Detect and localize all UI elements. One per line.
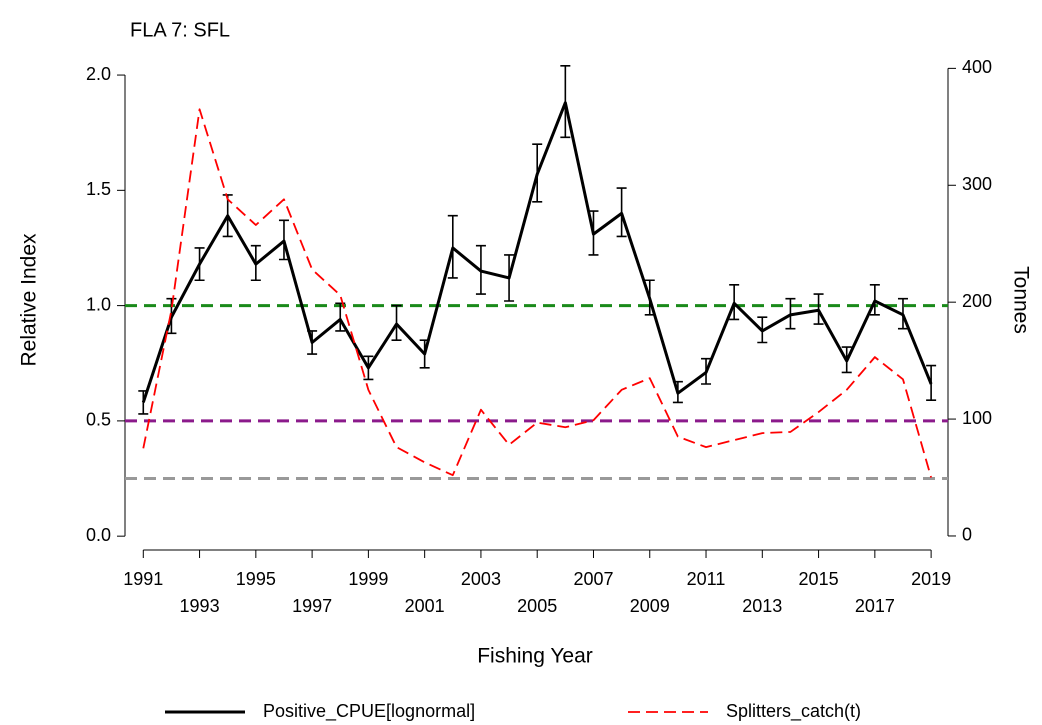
series-line: [141, 101, 933, 403]
y2-axis-label: Tonnes: [1009, 266, 1032, 334]
y2-tick-label: 300: [962, 174, 992, 194]
x-tick-label: 1991: [123, 569, 163, 589]
y2-tick-label: 200: [962, 291, 992, 311]
y2-tick-label: 0: [962, 525, 972, 545]
x-tick-label: 1999: [348, 569, 388, 589]
x-tick-label: 1995: [236, 569, 276, 589]
x-tick-label: 2005: [517, 596, 557, 616]
x-tick-label: 2011: [687, 569, 726, 589]
x-tick-label: 1993: [180, 596, 220, 616]
x-tick-label: 1997: [292, 596, 332, 616]
y-tick-label: 1.0: [86, 294, 111, 314]
x-tick-label: 2009: [630, 596, 670, 616]
x-tick-label: 2013: [742, 596, 782, 616]
y-tick-label: 0.5: [86, 410, 111, 430]
chart-title: FLA 7: SFL: [130, 19, 230, 41]
x-tick-label: 2001: [405, 596, 445, 616]
x-tick-label: 2019: [911, 569, 951, 589]
x-tick-label: 2017: [855, 596, 895, 616]
x-tick-label: 2007: [573, 569, 613, 589]
x-tick-label: 2003: [461, 569, 501, 589]
y2-tick-label: 100: [962, 408, 992, 428]
x-axis-label: Fishing Year: [477, 645, 593, 668]
y-tick-label: 0.0: [86, 525, 111, 545]
y-tick-label: 2.0: [86, 64, 111, 84]
legend-label: Splitters_catch(t): [726, 701, 861, 722]
legend-label: Positive_CPUE[lognormal]: [263, 701, 475, 722]
y-tick-label: 1.5: [86, 179, 111, 199]
y-axis-label: Relative Index: [18, 233, 41, 367]
y2-tick-label: 400: [962, 57, 992, 77]
x-tick-label: 2015: [799, 569, 839, 589]
